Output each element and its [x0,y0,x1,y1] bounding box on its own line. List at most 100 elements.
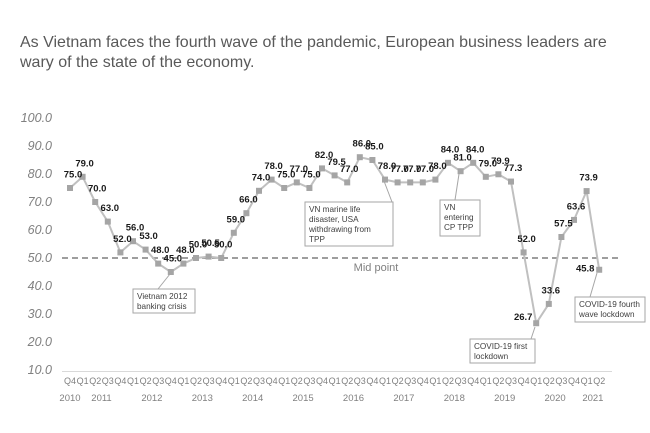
data-point [256,187,262,194]
x-tick-label-quarter: Q3 [404,376,416,386]
data-label: 73.9 [579,173,598,184]
chart-title: As Vietnam faces the fourth wave of the … [20,34,607,71]
x-tick-label-quarter: Q3 [253,376,265,386]
x-tick-label-year: 2010 [59,393,80,404]
x-tick-label-quarter: Q1 [329,376,341,386]
x-tick-label-quarter: Q3 [555,376,567,386]
x-tick-label-quarter: Q2 [291,376,303,386]
data-point [482,173,489,180]
data-label: 79.9 [491,156,510,167]
annotation-connector [383,180,393,203]
x-tick-label-quarter: Q2 [140,376,152,386]
data-label: 63.6 [567,201,586,212]
x-tick-label-year: 2020 [545,393,566,404]
x-tick-label-year: 2014 [242,393,263,404]
y-tick-label: 30.0 [28,307,52,321]
annotation-connector [454,173,460,201]
data-label: 48.0 [176,245,195,256]
data-label: 56.0 [126,223,145,234]
data-point [268,176,275,183]
data-point [104,218,111,225]
data-label: 57.5 [554,219,573,230]
data-point [583,188,590,195]
annotation-text: COVID-19 fourth [579,300,640,309]
data-label: 77.0 [390,164,409,175]
data-label: 50.5 [201,238,220,249]
y-tick-label: 100.0 [21,111,52,125]
x-tick-label-quarter: Q1 [278,376,290,386]
annotation-text: withdrawing from [308,225,371,234]
data-label: 78.0 [378,161,397,172]
data-label: 75.0 [302,170,321,181]
x-tick-label-quarter: Q4 [366,376,378,386]
data-point [558,234,565,240]
data-point [470,159,477,166]
data-point [117,249,124,256]
data-point [319,165,325,172]
data-point [67,185,73,191]
annotation-text: VN marine life [309,205,361,214]
data-point [218,255,225,261]
data-label: 75.0 [277,170,296,181]
x-tick-label-quarter: Q3 [102,376,114,386]
data-point [230,229,237,236]
annotation-connector [530,326,536,340]
x-tick-label-year: 2011 [91,393,111,404]
data-point [571,216,577,223]
x-tick-label-quarter: Q3 [505,376,517,386]
x-tick-label-quarter: Q3 [303,376,315,386]
x-tick-label-quarter: Q1 [77,376,89,386]
data-point [306,185,313,191]
data-point [130,238,136,245]
x-tick-label-quarter: Q2 [89,376,101,386]
annotation-text: disaster, USA [309,215,359,224]
annotation-box [304,201,394,247]
data-point [382,176,388,183]
x-tick-label-year: 2012 [141,393,162,404]
data-point [167,269,174,275]
data-point [533,320,540,327]
data-label: 26.7 [514,312,533,323]
x-tick-label-quarter: Q4 [467,376,479,386]
x-tick-label-quarter: Q2 [341,376,353,386]
data-point [545,300,552,307]
x-tick-label-year: 2016 [343,393,364,404]
data-label: 84.0 [466,144,485,155]
x-tick-label-quarter: Q1 [480,376,492,386]
x-tick-label-quarter: Q4 [316,376,328,386]
data-label: 50.0 [214,240,233,251]
data-point [243,210,250,217]
data-point [520,249,527,256]
x-tick-label-quarter: Q4 [417,376,429,386]
x-tick-label-quarter: Q2 [593,376,605,386]
x-tick-label-quarter: Q4 [568,376,580,386]
x-tick-label-year: 2017 [393,393,414,404]
annotation-box [574,296,646,323]
data-label: 85.0 [365,142,384,153]
annotation-text: entering [444,213,474,222]
x-tick-label-quarter: Q2 [190,376,202,386]
x-tick-label-quarter: Q1 [530,376,542,386]
data-label: 53.0 [139,231,158,242]
annotation-text: Vietnam 2012 [137,292,188,301]
x-tick-label-quarter: Q2 [442,376,454,386]
data-point [394,179,401,186]
x-tick-label-quarter: Q2 [492,376,504,386]
data-point [193,255,199,261]
x-tick-label-quarter: Q2 [240,376,252,386]
mid-point-label: Mid point [354,262,399,274]
x-tick-label-quarter: Q1 [429,376,441,386]
data-label: 77.0 [403,164,422,175]
data-point [356,154,363,161]
data-label: 78.0 [428,161,447,172]
y-tick-label: 40.0 [28,279,52,293]
x-tick-label-quarter: Q2 [543,376,555,386]
y-tick-label: 10.0 [28,363,52,377]
data-label: 45.0 [164,254,183,265]
x-tick-label-quarter: Q1 [379,376,391,386]
annotation-connector [157,273,171,290]
